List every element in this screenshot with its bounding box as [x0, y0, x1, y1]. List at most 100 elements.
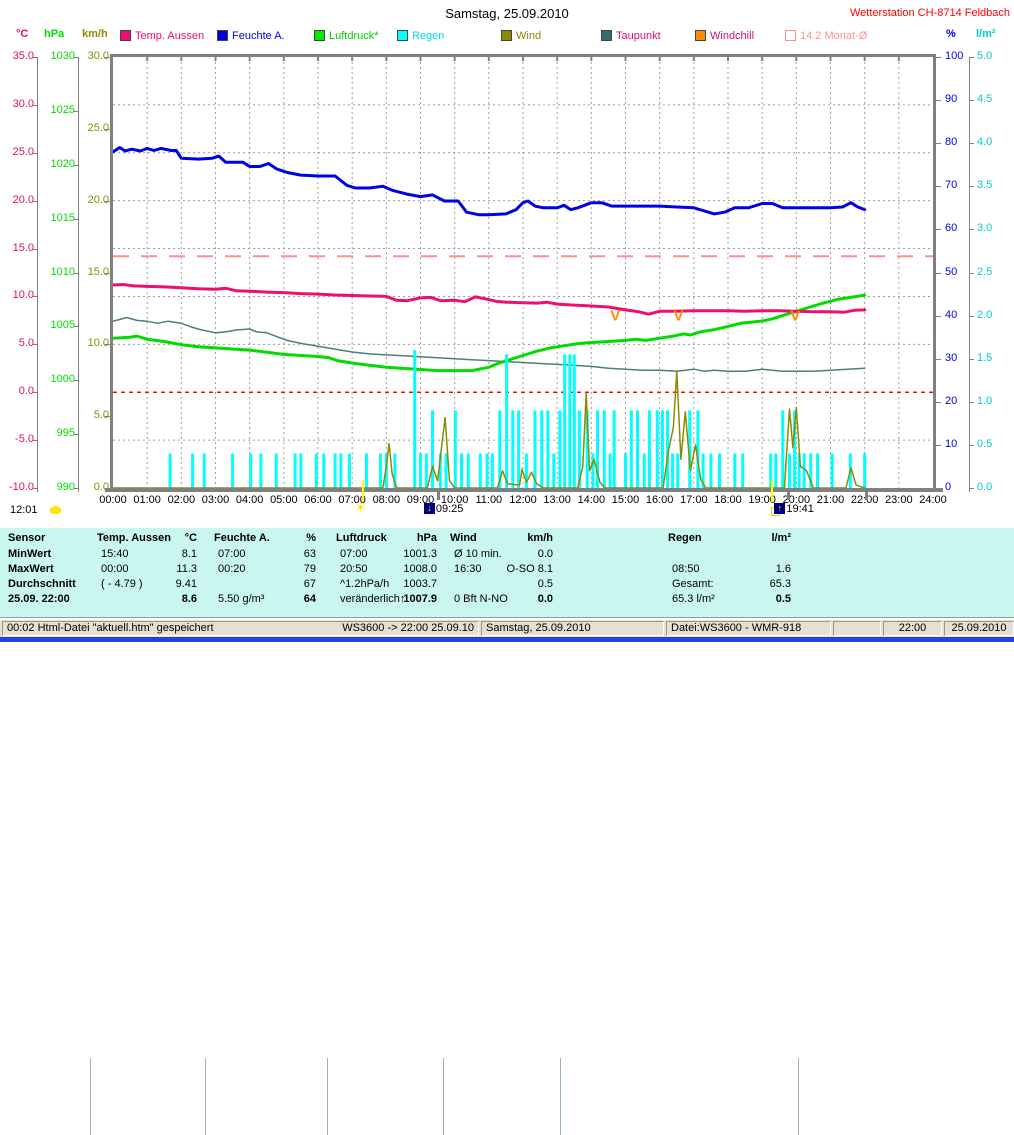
axis-tick-label-percent: 10: [945, 437, 958, 450]
windchill-marker: V: [610, 308, 620, 325]
table-separator: [90, 1058, 91, 1135]
axis-tick-label-percent: 50: [945, 265, 958, 278]
axis-tick-label-percent: 20: [945, 394, 958, 407]
x-axis-tick-label: 21:00: [816, 494, 845, 506]
table-row-label: Durchschnitt: [8, 578, 76, 590]
table-cell-time: 15:40: [101, 548, 129, 560]
rain-bar: [591, 453, 595, 488]
axis-tick-percent: [936, 315, 941, 317]
axis-tick-lm2: [970, 100, 974, 102]
table-cell-value: 1001.3: [403, 548, 437, 560]
rain-bar: [540, 410, 544, 488]
rain-bar: [485, 453, 489, 488]
x-axis-tick-label: 11:00: [475, 494, 503, 506]
rain-bar: [419, 453, 422, 488]
sensor-summary-table: Sensor MinWert MaxWert Durchschnitt 25.09. 2…: [0, 528, 1014, 1135]
legend-item-feuchte-a-[interactable]: Feuchte A.: [217, 29, 285, 42]
table-cell-value: 9.41: [175, 578, 197, 590]
legend-swatch-icon: [120, 30, 131, 41]
axis-tick-label-celsius: 25.0: [12, 145, 34, 158]
table-row-label: MaxWert: [8, 563, 54, 575]
legend-item-wind[interactable]: Wind: [501, 29, 541, 42]
rain-bar: [624, 453, 627, 488]
legend-item-taupunkt[interactable]: Taupunkt: [601, 29, 661, 42]
legend-item-14-2-monat-[interactable]: 14.2 Monat-Ø: [785, 29, 867, 42]
axis-tick-label-lm2: 2.0: [977, 308, 993, 321]
rain-bar: [688, 410, 692, 488]
axis-tick-kmh: [105, 57, 110, 58]
rain-bar: [524, 453, 528, 488]
axis-tick-percent: [936, 401, 941, 403]
table-cell-time: 65.3 l/m²: [672, 593, 715, 605]
rain-bar: [647, 410, 651, 488]
axis-tick-label-percent: 0: [945, 481, 952, 493]
axis-tick-label-lm2: 1.0: [977, 394, 993, 407]
x-axis-tick-label: 18:00: [714, 494, 742, 506]
status-panel-save-info: 00:02 Html-Datei "aktuell.htm" gespeiche…: [2, 621, 479, 636]
axis-tick-celsius: [33, 104, 37, 106]
legend-item-windchill[interactable]: Windchill: [695, 29, 754, 42]
status-transfer-info: WS3600 -> 22:00 25.09.10: [342, 622, 474, 634]
axis-tick-lm2: [970, 444, 974, 446]
axis-tick-label-celsius: -5.0: [15, 433, 34, 446]
axis-tick-label-celsius: -10.0: [8, 481, 34, 493]
axis-tick-label-celsius: 15.0: [12, 241, 34, 254]
table-cell-time: ^1.2hPa/h: [340, 578, 390, 590]
axis-tick-label-hpa: 995: [56, 427, 75, 440]
rain-bar: [249, 453, 253, 488]
table-cell-time: Ø 10 min.: [454, 548, 502, 560]
rain-bar: [709, 453, 713, 488]
rain-bar: [299, 453, 303, 488]
x-axis-tick-label: 15:00: [611, 494, 640, 506]
rain-bar: [572, 354, 576, 488]
axis-tick-kmh: [105, 272, 110, 274]
legend-item-temp-aussen[interactable]: Temp. Aussen: [120, 29, 204, 42]
axis-tick-label-lm2: 3.0: [977, 222, 993, 235]
axis-tick-lm2: [970, 358, 974, 360]
legend-label: Regen: [412, 29, 445, 42]
axis-tick-label-kmh: 5.0: [93, 409, 109, 422]
rain-bar: [568, 354, 572, 488]
rain-bar: [231, 453, 235, 488]
rain-bar: [413, 350, 417, 488]
axis-tick-hpa: [74, 488, 78, 489]
axis-tick-label-percent: 40: [945, 308, 958, 321]
rain-bar: [431, 410, 434, 488]
rain-bar: [563, 354, 567, 488]
rain-bar: [424, 453, 428, 488]
axis-tick-celsius: [33, 296, 37, 298]
axis-tick-kmh: [105, 128, 110, 130]
rain-bar: [793, 410, 797, 488]
table-cell-time: ( - 4.79 ): [101, 578, 143, 590]
event-flag-time: 09:25: [435, 503, 464, 515]
rain-bar: [365, 453, 368, 488]
axis-tick-hpa: [74, 57, 78, 58]
table-row-label: Sensor: [8, 532, 46, 544]
table-cell-time: 20:50: [340, 563, 368, 575]
table-cell-value: 0.0: [537, 548, 553, 560]
legend-item-regen[interactable]: Regen: [397, 29, 444, 42]
status-panel-empty: [833, 621, 881, 636]
axis-tick-lm2: [970, 143, 974, 145]
axis-tick-label-hpa: 1000: [50, 373, 75, 386]
window-bottom-strip: [0, 637, 1014, 642]
rain-bar: [642, 453, 646, 488]
rain-bar: [671, 453, 675, 488]
axis-tick-label-lm2: 2.5: [977, 265, 993, 278]
rain-bar: [438, 453, 442, 488]
rain-bar: [816, 453, 819, 488]
x-axis-tick-label: 08:00: [372, 494, 401, 506]
axis-tick-label-percent: 60: [945, 222, 958, 235]
axis-tick-celsius: [33, 392, 37, 394]
axis-tick-label-kmh: 10.0: [87, 337, 109, 350]
table-cell-value: 0.0: [537, 593, 553, 605]
table-cell-value: [721, 547, 791, 561]
rain-bar: [274, 453, 278, 488]
table-cell-value: 11.3: [176, 563, 197, 575]
legend-label: Wind: [516, 29, 542, 42]
legend-item-luftdruck-[interactable]: Luftdruck*: [314, 29, 379, 42]
rain-bar: [863, 453, 867, 488]
axis-tick-percent: [936, 100, 941, 102]
rain-bar: [478, 453, 482, 488]
sunrise-sun-icon: ☀: [354, 500, 367, 515]
